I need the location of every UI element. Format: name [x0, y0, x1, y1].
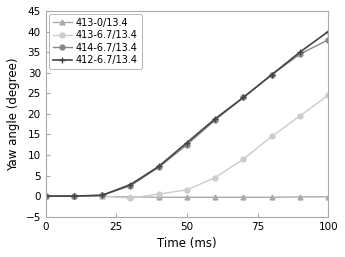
412-6.7/13.4 — [270, 73, 274, 76]
413-6.7/13.4 — [72, 195, 76, 198]
413-6.7/13.4 — [185, 188, 189, 191]
413-6.7/13.4 — [241, 158, 246, 161]
414-6.7/13.4 — [157, 166, 161, 169]
413-0/13.4 — [270, 196, 274, 199]
414-6.7/13.4 — [185, 143, 189, 146]
414-6.7/13.4 — [298, 53, 302, 56]
412-6.7/13.4 — [44, 195, 48, 198]
413-6.7/13.4 — [298, 114, 302, 117]
414-6.7/13.4 — [128, 184, 132, 187]
413-0/13.4 — [213, 196, 217, 199]
414-6.7/13.4 — [100, 194, 104, 197]
413-0/13.4 — [298, 195, 302, 198]
412-6.7/13.4 — [157, 165, 161, 168]
413-6.7/13.4 — [100, 195, 104, 198]
412-6.7/13.4 — [100, 194, 104, 197]
414-6.7/13.4 — [241, 96, 246, 99]
413-0/13.4 — [128, 195, 132, 198]
413-6.7/13.4 — [270, 135, 274, 138]
413-0/13.4 — [72, 195, 76, 198]
412-6.7/13.4 — [241, 96, 246, 99]
414-6.7/13.4 — [270, 73, 274, 76]
Legend: 413-0/13.4, 413-6.7/13.4, 414-6.7/13.4, 412-6.7/13.4: 413-0/13.4, 413-6.7/13.4, 414-6.7/13.4, … — [49, 14, 142, 69]
412-6.7/13.4 — [326, 30, 330, 33]
X-axis label: Time (ms): Time (ms) — [157, 237, 217, 250]
413-6.7/13.4 — [44, 195, 48, 198]
412-6.7/13.4 — [298, 51, 302, 54]
414-6.7/13.4 — [72, 195, 76, 198]
Y-axis label: Yaw angle (degree): Yaw angle (degree) — [7, 57, 20, 171]
412-6.7/13.4 — [185, 141, 189, 144]
413-6.7/13.4 — [326, 94, 330, 97]
Line: 413-0/13.4: 413-0/13.4 — [43, 194, 331, 200]
Line: 414-6.7/13.4: 414-6.7/13.4 — [43, 37, 331, 198]
413-0/13.4 — [185, 196, 189, 199]
Line: 413-6.7/13.4: 413-6.7/13.4 — [43, 93, 331, 200]
413-0/13.4 — [44, 195, 48, 198]
412-6.7/13.4 — [72, 195, 76, 198]
413-6.7/13.4 — [128, 197, 132, 200]
413-0/13.4 — [100, 195, 104, 198]
414-6.7/13.4 — [213, 118, 217, 122]
413-0/13.4 — [241, 196, 246, 199]
413-6.7/13.4 — [213, 176, 217, 179]
414-6.7/13.4 — [44, 195, 48, 198]
414-6.7/13.4 — [326, 38, 330, 41]
413-0/13.4 — [326, 195, 330, 198]
412-6.7/13.4 — [128, 183, 132, 186]
Line: 412-6.7/13.4: 412-6.7/13.4 — [42, 28, 332, 199]
413-6.7/13.4 — [157, 192, 161, 196]
412-6.7/13.4 — [213, 117, 217, 120]
413-0/13.4 — [157, 196, 161, 199]
